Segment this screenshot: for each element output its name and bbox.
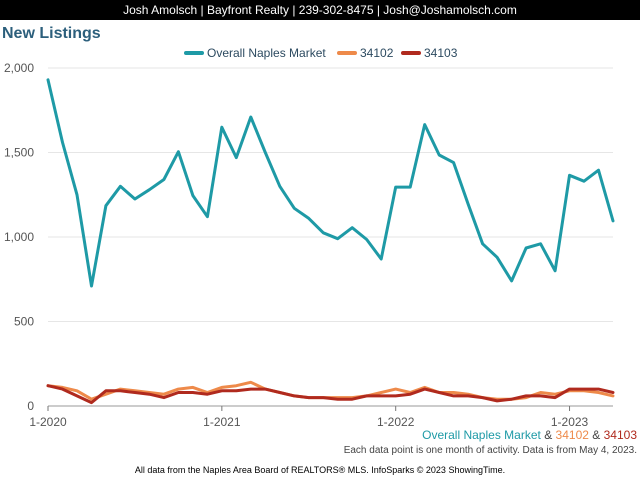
legend: Overall Naples Market 34102 34103 [184, 46, 458, 60]
legend-label-1: 34102 [360, 46, 394, 60]
x-axis: 1-2020 1-2021 1-2022 1-2023 [29, 405, 613, 429]
x-tick-label-1-2021: 1-2021 [203, 415, 241, 429]
y-tick-label-1000: 1,000 [4, 230, 34, 244]
data-credit: All data from the Naples Area Board of R… [134, 465, 506, 475]
activity-note: Each data point is one month of activity… [343, 445, 637, 456]
footnote-amp-2: & [592, 428, 601, 442]
y-tick-label-1500: 1,500 [4, 146, 34, 160]
legend-label-0: Overall Naples Market [207, 46, 326, 60]
footnote-overall: Overall Naples Market [422, 428, 541, 442]
series-line-overall-naples-market [46, 78, 615, 288]
series-line-34103 [46, 384, 615, 405]
footnote-amp-1: & [544, 428, 553, 442]
x-tick-label-1-2022: 1-2022 [377, 415, 415, 429]
header-bar: Josh Amolsch | Bayfront Realty | 239-302… [0, 0, 640, 20]
footnote-34102: 34102 [555, 428, 589, 442]
x-tick-label-1-2020: 1-2020 [29, 415, 67, 429]
chart-title: New Listings [2, 25, 101, 42]
y-axis: 0 500 1,000 1,500 2,000 [4, 61, 34, 413]
x-tick-label-1-2023: 1-2023 [551, 415, 589, 429]
footnote-34103: 34103 [603, 428, 637, 442]
series-lines [46, 78, 615, 405]
y-tick-label-500: 500 [14, 315, 34, 329]
legend-label-2: 34103 [424, 46, 458, 60]
grid-lines [48, 67, 613, 322]
y-tick-label-0: 0 [27, 399, 34, 413]
header-contact-text: Josh Amolsch | Bayfront Realty | 239-302… [123, 3, 517, 17]
series-footnote: Overall Naples Market & 34102 & 34103 [422, 428, 637, 442]
y-tick-label-2000: 2,000 [4, 61, 34, 75]
